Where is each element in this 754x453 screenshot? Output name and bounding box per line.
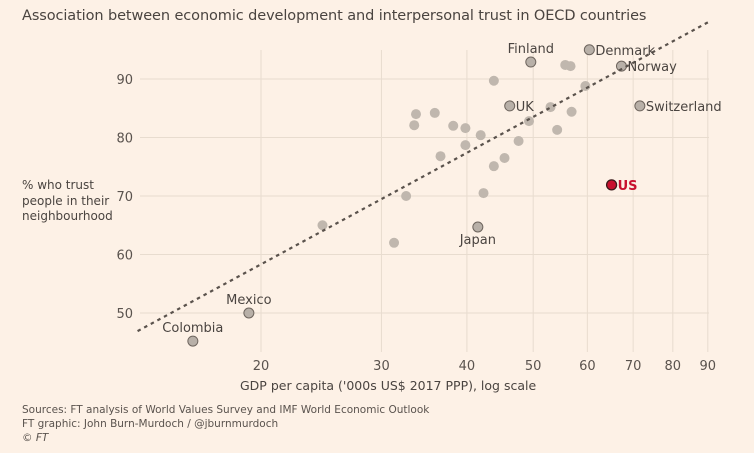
data-point: [566, 106, 577, 117]
point-japan: [472, 221, 484, 233]
y-tick-label: 80: [116, 132, 133, 147]
data-point: [488, 75, 499, 86]
x-axis-label: GDP per capita ('000s US$ 2017 PPP), log…: [240, 378, 537, 393]
point-colombia: [187, 335, 199, 347]
data-point: [410, 109, 421, 120]
y-tick-label: 60: [116, 249, 133, 264]
point-label-denmark: Denmark: [595, 44, 655, 59]
data-point: [475, 130, 486, 141]
graphic-credit: FT graphic: John Burn-Murdoch / @jburnmu…: [22, 418, 279, 430]
point-label-colombia: Colombia: [162, 321, 223, 336]
data-point: [499, 152, 510, 163]
data-point: [389, 237, 400, 248]
data-point: [552, 124, 563, 135]
y-gridlines: [140, 78, 709, 314]
point-label-us: US: [618, 179, 638, 194]
x-tick-label: 80: [665, 359, 682, 374]
trendline: [137, 20, 710, 333]
point-switzerland: [634, 100, 646, 112]
sources-note: Sources: FT analysis of World Values Sur…: [22, 404, 430, 416]
data-point: [524, 116, 535, 127]
point-denmark: [583, 44, 595, 56]
y-axis-label-line: % who trust: [22, 178, 94, 192]
point-us: [605, 179, 618, 191]
point-label-norway: Norway: [627, 60, 677, 75]
y-tick-label: 70: [116, 190, 133, 205]
point-mexico: [243, 307, 255, 319]
data-point: [565, 61, 576, 72]
x-tick-labels: 20 30 40 50 60 70 80 90: [253, 359, 716, 374]
x-gridlines: [260, 50, 709, 352]
y-axis-label: % who trust people in their neighbourhoo…: [22, 178, 113, 225]
y-axis-label-line: neighbourhood: [22, 209, 113, 223]
trendline-group: [137, 20, 710, 333]
data-point: [409, 120, 420, 131]
data-point: [488, 161, 499, 172]
y-tick-label: 90: [116, 73, 133, 88]
point-uk: [504, 100, 516, 112]
x-tick-label: 40: [459, 359, 476, 374]
data-point: [435, 151, 446, 162]
x-tick-label: 70: [625, 359, 642, 374]
x-tick-label: 60: [579, 359, 596, 374]
chart-title: Association between economic development…: [22, 8, 647, 24]
point-label-mexico: Mexico: [226, 293, 271, 308]
data-point: [401, 191, 412, 201]
data-point: [429, 107, 440, 118]
data-points: [187, 44, 646, 347]
point-label-finland: Finland: [508, 42, 554, 57]
point-label-japan: Japan: [459, 233, 496, 248]
y-tick-label: 50: [116, 307, 133, 322]
data-point: [460, 123, 471, 134]
data-point: [478, 188, 489, 199]
point-label-switzerland: Switzerland: [646, 100, 722, 115]
data-point: [460, 140, 471, 151]
data-point: [317, 220, 328, 231]
x-tick-label: 20: [253, 359, 270, 374]
chart-footer: Sources: FT analysis of World Values Sur…: [22, 403, 429, 445]
x-tick-label: 50: [525, 359, 542, 374]
data-point: [513, 136, 524, 147]
point-label-uk: UK: [516, 100, 535, 115]
data-point: [448, 120, 459, 131]
y-axis-label-line: people in their: [22, 193, 110, 208]
copyright-note: © FT: [22, 432, 49, 444]
point-finland: [525, 56, 537, 68]
x-tick-label: 90: [700, 359, 717, 374]
x-tick-label: 30: [373, 359, 390, 374]
y-tick-labels: 50 60 70 80 90: [116, 73, 133, 322]
